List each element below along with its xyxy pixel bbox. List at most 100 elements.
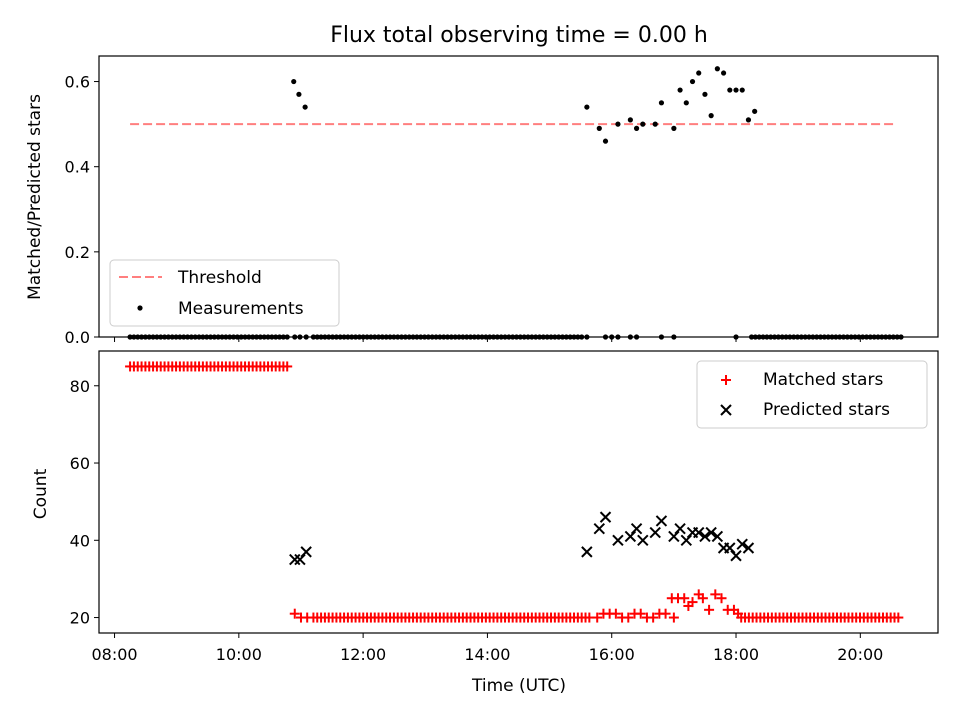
x-tick-label: 18:00 bbox=[713, 645, 759, 664]
matched-star-point bbox=[679, 593, 690, 604]
measurement-point bbox=[652, 121, 658, 127]
predicted-star-point bbox=[724, 542, 736, 554]
x-b bbox=[655, 515, 668, 527]
measurement-point bbox=[727, 87, 733, 93]
legend-threshold-label: Threshold bbox=[177, 268, 262, 288]
matched-star-point bbox=[716, 593, 727, 604]
predicted-star-point bbox=[294, 553, 306, 566]
x-b bbox=[289, 553, 301, 566]
measurement-point bbox=[733, 87, 739, 93]
top-legend: Threshold Measurements bbox=[109, 259, 340, 327]
predicted-star-point bbox=[668, 530, 680, 543]
matched-star-point bbox=[610, 608, 621, 619]
matched-star-point bbox=[660, 608, 671, 619]
x-tick-label: 16:00 bbox=[589, 645, 635, 664]
measurement-point bbox=[677, 87, 683, 93]
y-tick-label: 0.4 bbox=[65, 158, 90, 177]
predicted-star-point bbox=[581, 546, 593, 558]
predicted-star-point bbox=[612, 534, 624, 546]
predicted-star-point bbox=[674, 522, 686, 535]
bottom-panel: 20 40 60 80 08:00 10:00 12:00 14:00 16:00 18:00 20… bbox=[70, 350, 939, 664]
y-tick-label: 20 bbox=[70, 609, 90, 628]
matched-star-point bbox=[302, 612, 313, 623]
predicted-star-point bbox=[705, 526, 717, 539]
measurement-point bbox=[720, 70, 727, 76]
y-tick-label: 80 bbox=[70, 377, 90, 396]
matched-star-point bbox=[687, 597, 698, 608]
measurement-point bbox=[296, 91, 302, 97]
measurement-point bbox=[714, 66, 720, 72]
top-y-axis-label: Matched/Predicted stars bbox=[25, 94, 45, 300]
legend-measurement-swatch bbox=[137, 305, 143, 311]
legend-box bbox=[109, 259, 340, 327]
x-b bbox=[730, 550, 742, 562]
chart-title: Flux total observing time = 0.00 h bbox=[330, 23, 708, 48]
measurement-point bbox=[640, 121, 646, 127]
x-b bbox=[720, 404, 732, 416]
predicted-star-point bbox=[699, 530, 711, 543]
matched-star-point bbox=[710, 589, 721, 600]
x-tick-label: 20:00 bbox=[837, 645, 883, 664]
predicted-star-point bbox=[637, 534, 649, 546]
predicted-star-point bbox=[593, 522, 605, 535]
matched-star-point bbox=[635, 608, 646, 619]
x-b bbox=[699, 530, 711, 543]
legend-matched-label: Matched stars bbox=[763, 370, 883, 390]
bottom-y-axis-label: Count bbox=[31, 468, 51, 519]
predicted-star-point bbox=[289, 553, 301, 566]
predicted-star-points bbox=[289, 511, 755, 566]
x-b bbox=[705, 526, 717, 539]
predicted-star-point bbox=[649, 526, 661, 539]
x-b bbox=[711, 530, 724, 543]
y-tick-label: 40 bbox=[70, 531, 90, 550]
legend-measurement-label: Measurements bbox=[178, 299, 304, 319]
matched-star-point bbox=[697, 593, 708, 604]
x-b bbox=[294, 553, 306, 566]
matched-star-point bbox=[648, 612, 659, 623]
x-b bbox=[599, 511, 612, 523]
x-b bbox=[693, 526, 705, 539]
measurement-points bbox=[127, 66, 904, 340]
measurement-point bbox=[658, 100, 665, 106]
x-b bbox=[581, 546, 593, 558]
measurement-point bbox=[602, 138, 609, 144]
matched-star-point bbox=[282, 361, 293, 372]
predicted-star-point bbox=[693, 526, 705, 539]
predicted-star-point bbox=[599, 511, 612, 523]
measurement-point bbox=[683, 100, 689, 106]
x-b bbox=[736, 538, 748, 550]
x-b bbox=[624, 530, 637, 543]
matched-star-point bbox=[704, 604, 715, 615]
predicted-star-point bbox=[711, 530, 724, 543]
y-tick-label: 60 bbox=[70, 454, 90, 473]
x-axis-label: Time (UTC) bbox=[471, 676, 566, 696]
x-b bbox=[637, 534, 649, 546]
bottom-legend: Matched stars Predicted stars bbox=[696, 360, 928, 429]
x-tick-label: 14:00 bbox=[464, 645, 510, 664]
x-tick-label: 12:00 bbox=[340, 645, 386, 664]
x-b bbox=[724, 542, 736, 554]
measurement-point bbox=[739, 87, 745, 93]
matched-star-point bbox=[592, 612, 603, 623]
predicted-star-point bbox=[655, 515, 668, 527]
measurement-point bbox=[752, 108, 758, 114]
measurement-point bbox=[689, 78, 696, 85]
predicted-star-point bbox=[300, 546, 312, 558]
matched-star-point bbox=[668, 612, 679, 623]
x-tick-label: 08:00 bbox=[91, 645, 137, 664]
measurement-point bbox=[633, 125, 640, 131]
matched-star-point bbox=[623, 612, 634, 623]
measurement-point bbox=[708, 113, 714, 119]
predicted-star-point bbox=[720, 404, 732, 416]
x-b bbox=[593, 522, 605, 535]
measurement-point bbox=[702, 91, 708, 97]
predicted-star-point bbox=[736, 538, 748, 550]
measurement-point bbox=[745, 117, 752, 123]
predicted-star-point bbox=[630, 522, 643, 535]
x-tick-label: 10:00 bbox=[216, 645, 262, 664]
x-b bbox=[674, 522, 686, 535]
measurement-point bbox=[584, 104, 590, 110]
bottom-plot-frame bbox=[98, 350, 939, 634]
